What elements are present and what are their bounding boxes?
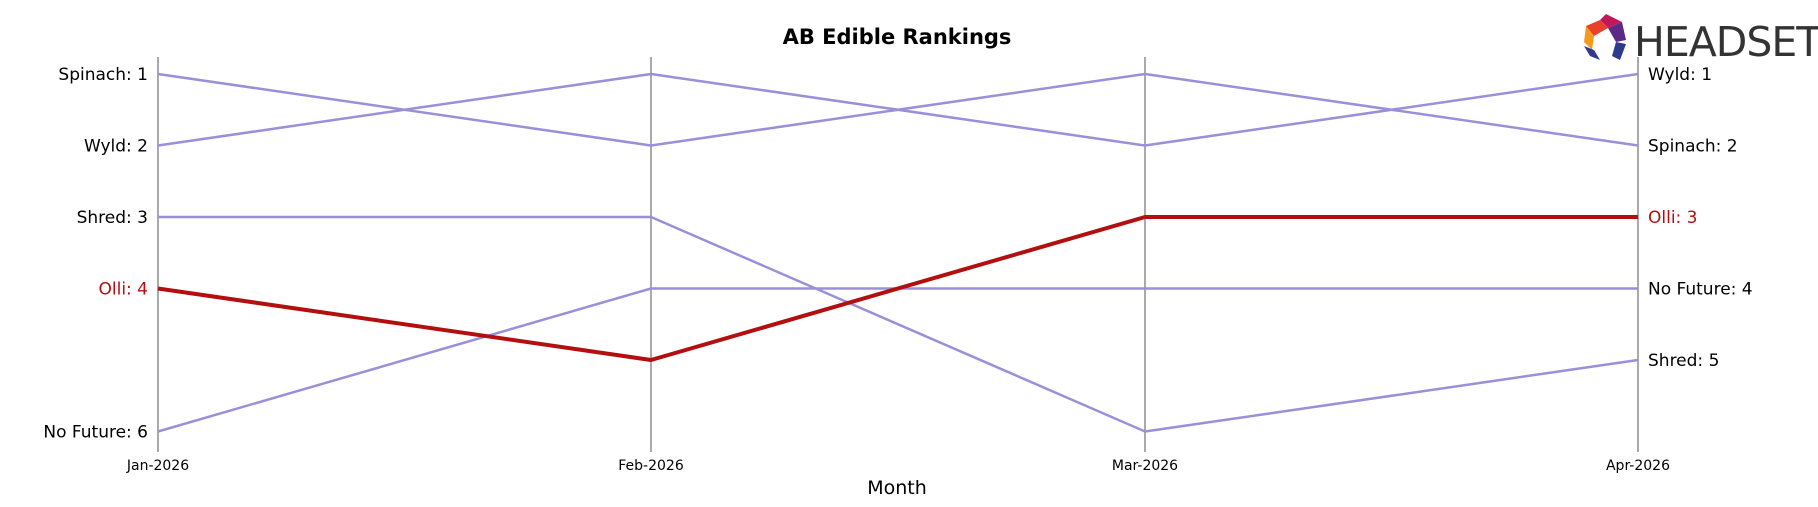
left-rank-label: Spinach: 1 [58,65,148,85]
left-rank-label: Shred: 3 [77,208,148,228]
right-rank-label: No Future: 4 [1648,280,1753,300]
logo-facet [1608,22,1626,42]
headset-logo-text: HEADSET [1634,18,1818,66]
x-tick-label: Feb-2026 [618,458,684,474]
left-rank-labels: Spinach: 1 Wyld: 2 Shred: 3 Olli: 4 No Futur… [43,65,148,443]
series-line-shred [158,215,1639,433]
left-rank-label: No Future: 6 [43,423,148,443]
series-line-olli [157,215,1638,362]
logo-facet [1600,14,1622,28]
right-rank-label: Spinach: 2 [1648,137,1738,157]
left-rank-label: Wyld: 2 [84,137,148,157]
right-rank-labels: Wyld: 1 Spinach: 2 Olli: 3 No Future: 4 Shre… [1648,65,1753,371]
chart-title: AB Edible Rankings [783,25,1012,49]
x-axis-title: Month [867,477,927,499]
logo-facet [1584,26,1594,50]
logo-facet [1586,20,1608,36]
x-tick-label: Jan-2026 [126,458,189,474]
left-rank-label: Olli: 4 [99,280,149,300]
gridlines [157,57,1639,452]
right-rank-label: Olli: 3 [1648,208,1698,228]
series-line-wyld [157,72,1639,147]
series-lines [157,72,1639,433]
logo-facet [1584,46,1600,60]
headset-logo-icon [1584,14,1626,60]
headset-logo: HEADSET [1584,14,1818,66]
right-rank-label: Shred: 5 [1648,351,1719,371]
x-tick-labels: Jan-2026 Feb-2026 Mar-2026 Apr-2026 [126,458,1670,474]
logo-facet [1612,42,1626,60]
right-rank-label: Wyld: 1 [1648,65,1712,85]
x-tick-label: Apr-2026 [1606,458,1670,474]
x-tick-label: Mar-2026 [1112,458,1178,474]
series-line-no-future [157,287,1638,433]
